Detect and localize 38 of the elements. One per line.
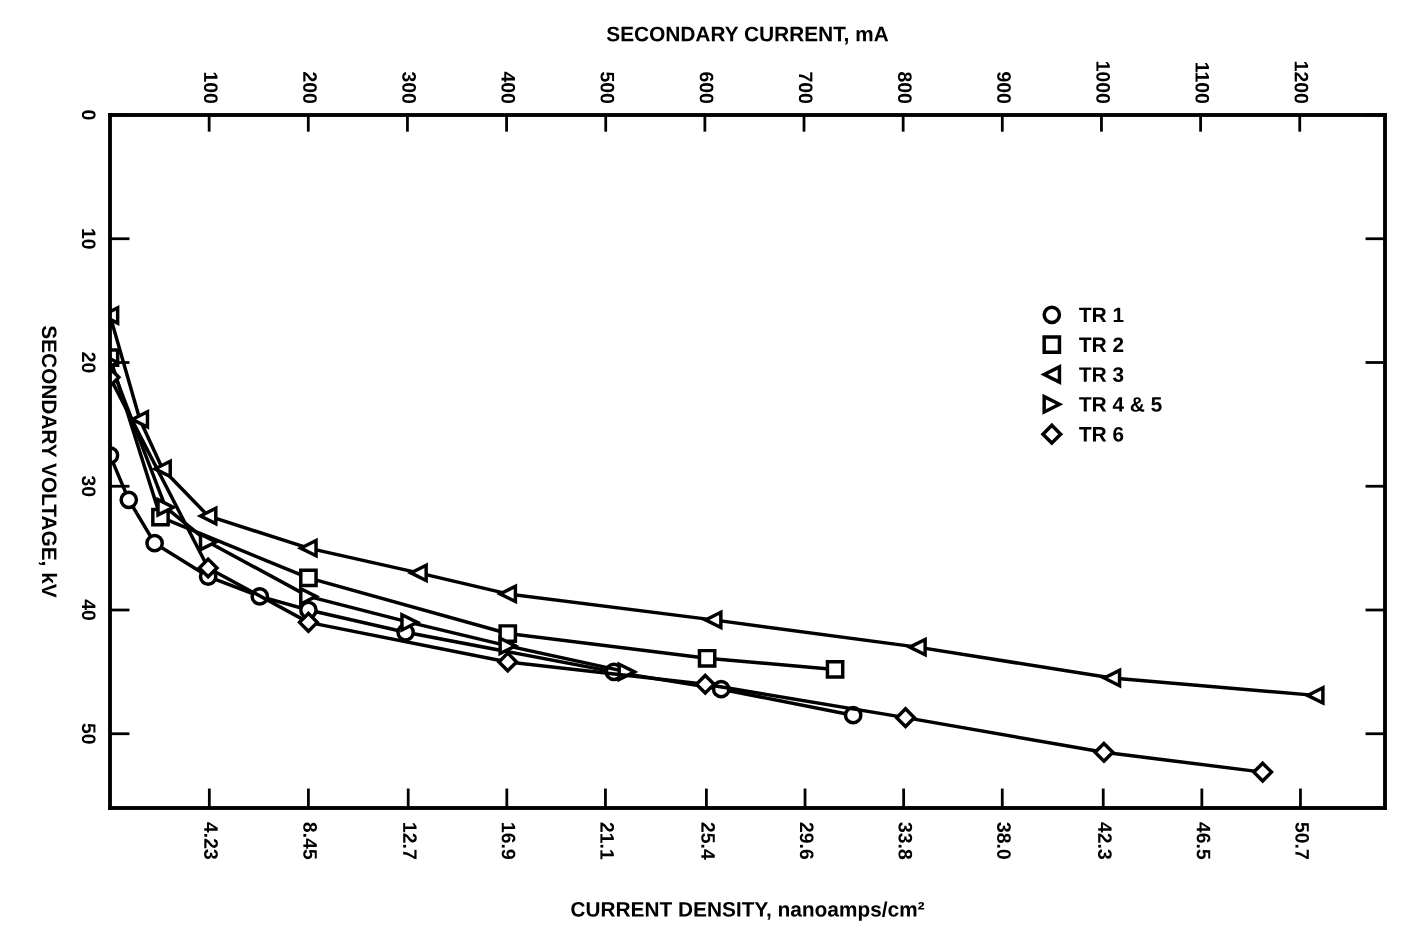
x-tick-label: 42.3 (1097, 822, 1112, 860)
legend-label: TR 1 (1079, 307, 1124, 323)
x-tick-label: 4.23 (204, 822, 218, 860)
x2-tick-label: 100 (203, 72, 218, 104)
legend-label: TR 6 (1079, 426, 1124, 442)
x-tick-label: 8.45 (303, 822, 317, 860)
y-tick-label: 50 (81, 723, 96, 744)
y-tick-label: 40 (81, 599, 96, 621)
legend-label: TR 3 (1079, 367, 1124, 383)
x2-tick-label: 900 (997, 72, 1011, 104)
x-axis-title: CURRENT DENSITY, nanoamps/cm² (571, 901, 925, 921)
x2-axis-title: SECONDARY CURRENT, mA (606, 26, 889, 45)
x-tick-label: 25.4 (701, 822, 715, 860)
x-tick-label: 29.6 (799, 822, 814, 860)
x2-tick-label: 200 (303, 72, 317, 104)
x-tick-label: 16.9 (501, 823, 516, 860)
x2-tick-label: 1000 (1096, 61, 1110, 104)
x-tick-label: 21.1 (600, 822, 614, 860)
x2-tick-label: 500 (600, 72, 615, 104)
y-tick-label: 30 (81, 475, 96, 497)
y-tick-label: 10 (81, 229, 96, 249)
y-tick-label: 0 (81, 110, 96, 120)
x-tick-label: 46.5 (1196, 822, 1211, 860)
x-tick-label: 33.8 (898, 822, 913, 860)
x2-tick-label: 1200 (1294, 61, 1309, 104)
x2-tick-label: 300 (402, 71, 416, 104)
y-axis-title: SECONDARY VOLTAGE, kV (38, 325, 58, 598)
x2-tick-label: 400 (501, 71, 516, 104)
x2-tick-label: 600 (699, 72, 714, 104)
legend-label: TR 4 & 5 (1079, 397, 1162, 412)
y-tick-label: 20 (81, 352, 96, 373)
x-tick-label: 38.0 (997, 822, 1011, 859)
x2-tick-label: 700 (798, 72, 813, 104)
x2-tick-label: 1100 (1195, 62, 1210, 104)
x-tick-label: 12.7 (403, 823, 417, 859)
x2-tick-label: 800 (897, 72, 912, 104)
legend-label: TR 2 (1079, 337, 1124, 352)
x-tick-label: 50.7 (1295, 822, 1310, 859)
